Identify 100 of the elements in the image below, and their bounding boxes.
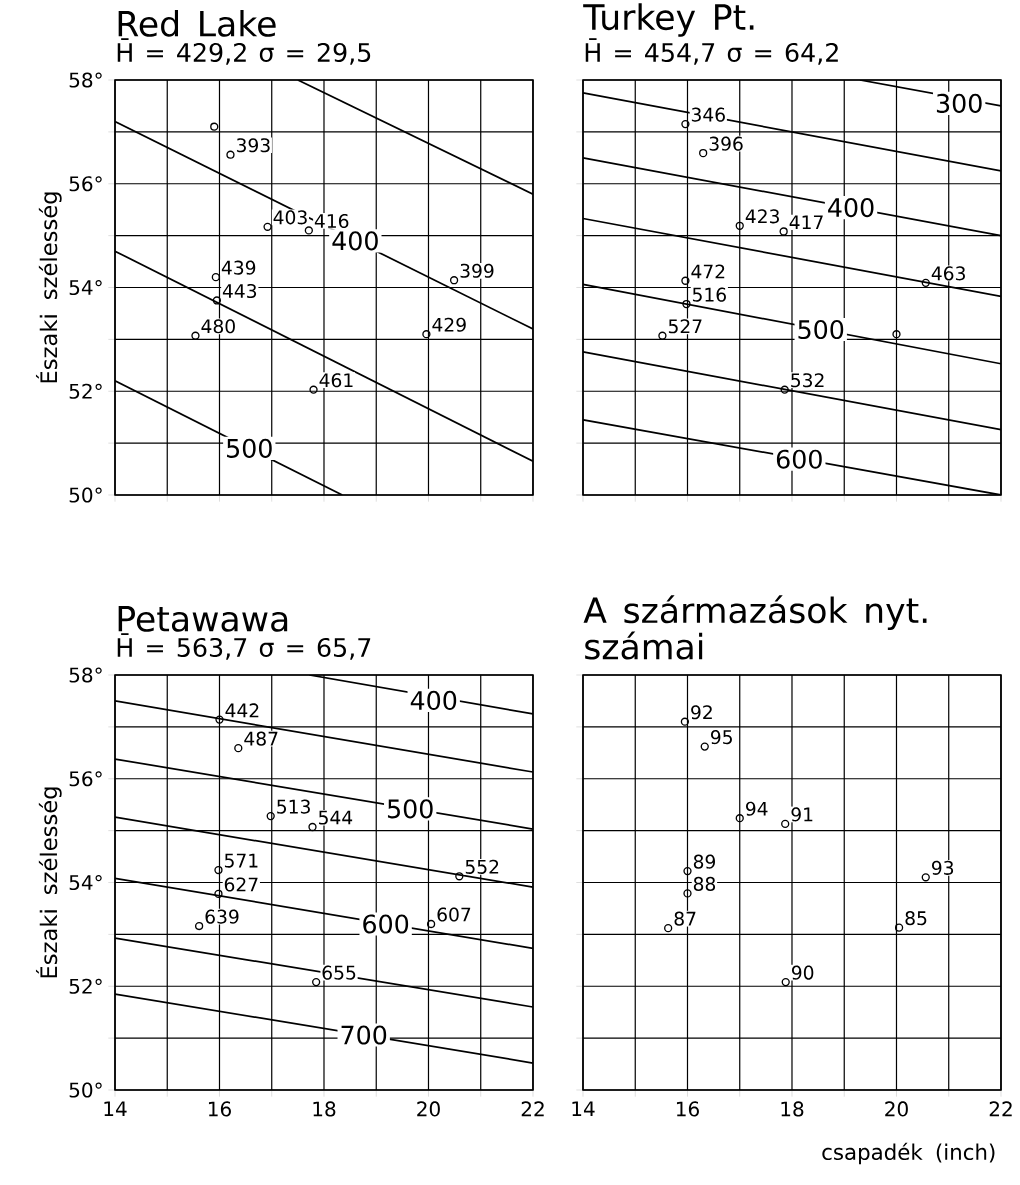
annotation: 532 (791, 373, 824, 388)
point (779, 227, 788, 236)
annotation: 89 (693, 854, 715, 869)
annotation: 400 (828, 198, 874, 218)
point (212, 296, 222, 305)
annotation: 400 (332, 231, 378, 251)
annotation: 500 (227, 438, 272, 458)
annotation: 300 (936, 93, 982, 113)
chart-subtitle: H̄ = 563,7 σ = 65,7 (117, 633, 371, 660)
x-tick-label: 18 (313, 1101, 336, 1117)
x-axis-title: csapadék (inch) (822, 1142, 995, 1165)
point (683, 866, 692, 876)
annotation: 85 (905, 911, 927, 926)
x-tick-label: 14 (572, 1101, 595, 1116)
point (681, 276, 690, 285)
point (781, 819, 790, 829)
point (266, 811, 275, 821)
y-tick-label: 50° (69, 487, 102, 503)
x-tick-label: 20 (417, 1101, 440, 1117)
point (681, 119, 690, 129)
point (210, 122, 219, 131)
annotation: 93 (931, 860, 954, 875)
chart-title: A származások nyt. számai (583, 595, 927, 660)
point (780, 385, 789, 394)
y-axis-title: Északi szélesség (35, 787, 62, 978)
annotation: 423 (745, 209, 779, 224)
annotation: 403 (273, 210, 307, 225)
annotation: 442 (225, 703, 259, 718)
annotation: 627 (224, 877, 258, 892)
x-tick-label: 18 (781, 1101, 804, 1117)
annotation: 513 (277, 799, 310, 814)
y-tick-label: 56° (69, 771, 102, 787)
point (683, 889, 692, 898)
point (226, 150, 235, 159)
point (214, 889, 223, 899)
annotation: 500 (387, 799, 433, 819)
annotation: 399 (460, 263, 494, 278)
annotation: 88 (693, 876, 716, 891)
point (211, 272, 220, 282)
point (921, 278, 930, 287)
chart-title: Turkey Pt. (583, 3, 754, 37)
annotation: 416 (314, 213, 349, 229)
point (191, 331, 200, 340)
annotation: 472 (691, 264, 725, 279)
point (263, 222, 272, 231)
point (426, 919, 436, 929)
annotation: 463 (931, 266, 965, 281)
y-tick-label: 52° (69, 383, 102, 399)
annotation: 461 (319, 373, 353, 388)
point (455, 872, 464, 881)
x-tick-label: 14 (104, 1101, 127, 1116)
point (700, 742, 709, 751)
point (682, 299, 691, 309)
annotation: 87 (674, 911, 696, 926)
annotation: 91 (791, 807, 813, 822)
point (781, 977, 790, 987)
annotation: 552 (465, 859, 499, 874)
y-tick-label: 58° (69, 72, 102, 88)
y-tick-label: 52° (69, 978, 102, 994)
annotation: 396 (709, 136, 743, 151)
annotation: 95 (710, 730, 732, 745)
y-axis-title: Északi szélesség (35, 192, 62, 383)
annotation: 607 (437, 907, 471, 922)
point (680, 717, 690, 726)
point (234, 744, 243, 753)
annotation: 393 (236, 138, 270, 153)
point (664, 924, 673, 933)
y-tick-label: 50° (69, 1082, 102, 1098)
point (304, 226, 313, 235)
point (312, 977, 321, 987)
point (699, 149, 708, 158)
annotation: 443 (222, 283, 257, 299)
point (735, 221, 744, 230)
annotation: 346 (691, 107, 725, 122)
point (308, 822, 317, 832)
x-tick-label: 22 (989, 1101, 1012, 1117)
annotation: 439 (221, 260, 256, 275)
annotation: 516 (692, 287, 726, 302)
annotation: 92 (691, 705, 712, 720)
y-tick-label: 56° (69, 176, 102, 192)
point (215, 715, 224, 724)
point (735, 814, 744, 823)
x-tick-label: 16 (208, 1101, 231, 1117)
y-tick-label: 54° (69, 279, 102, 296)
annotation: 655 (322, 965, 356, 980)
point (309, 385, 318, 394)
point (449, 276, 459, 285)
point (658, 331, 667, 340)
chart-subtitle: H̄ = 429,2 σ = 29,5 (117, 38, 371, 65)
chart-subtitle: H̄ = 454,7 σ = 64,2 (585, 38, 838, 65)
point (422, 330, 431, 339)
annotation: 500 (798, 319, 844, 340)
annotation: 600 (363, 914, 409, 934)
annotation: 94 (745, 801, 768, 816)
annotation: 417 (789, 215, 823, 230)
annotation: 429 (432, 317, 466, 332)
point (921, 873, 930, 882)
point (214, 865, 223, 875)
x-tick-label: 16 (676, 1101, 699, 1117)
annotation: 571 (224, 853, 258, 868)
